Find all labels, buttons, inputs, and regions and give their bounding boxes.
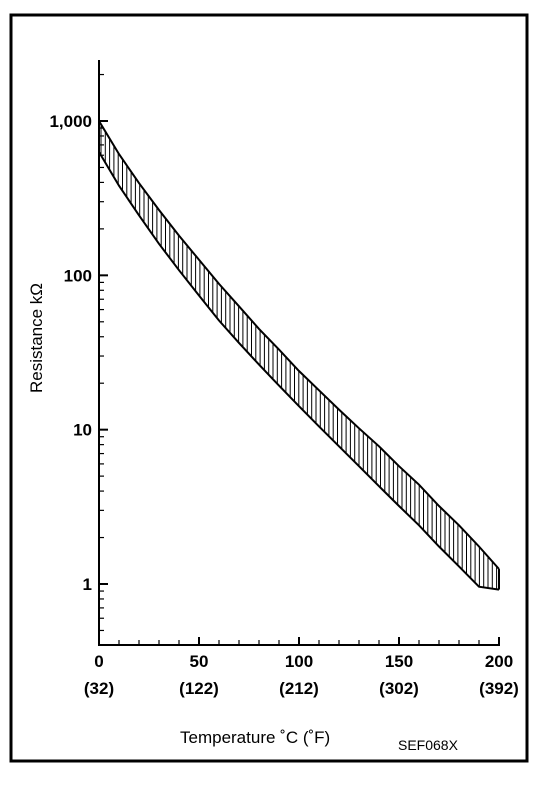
- band-fill: [99, 121, 499, 590]
- x-tick-label-fahrenheit: (32): [84, 679, 114, 698]
- x-tick-label-fahrenheit: (392): [479, 679, 519, 698]
- outer-frame: [9, 13, 529, 763]
- x-tick-label: 150: [385, 652, 413, 671]
- upper-limit-line: [98, 120, 500, 570]
- x-tick-label: 100: [285, 652, 313, 671]
- y-tick-label: 1: [83, 575, 92, 594]
- x-tick-label: 200: [485, 652, 513, 671]
- x-axis-ticks: 0 (32) 50 (122) 100 (212) 150 (302) 200 (392): [84, 637, 519, 698]
- x-tick-label-fahrenheit: (212): [279, 679, 319, 698]
- x-tick-label: 0: [94, 652, 103, 671]
- figure-code: SEF068X: [398, 737, 459, 753]
- y-tick-label: 1,000: [49, 112, 92, 131]
- x-axis-title: Temperature ˚C (˚F): [180, 728, 330, 747]
- y-tick-label: 10: [73, 421, 92, 440]
- x-tick-label-fahrenheit: (302): [379, 679, 419, 698]
- x-tick-label: 50: [190, 652, 209, 671]
- lower-limit-line: [98, 151, 500, 591]
- y-axis-ticks: 1 10 100 1,000: [49, 73, 108, 632]
- y-axis-title: Resistance kΩ: [27, 283, 46, 393]
- y-tick-label: 100: [64, 266, 92, 285]
- x-tick-label-fahrenheit: (122): [179, 679, 219, 698]
